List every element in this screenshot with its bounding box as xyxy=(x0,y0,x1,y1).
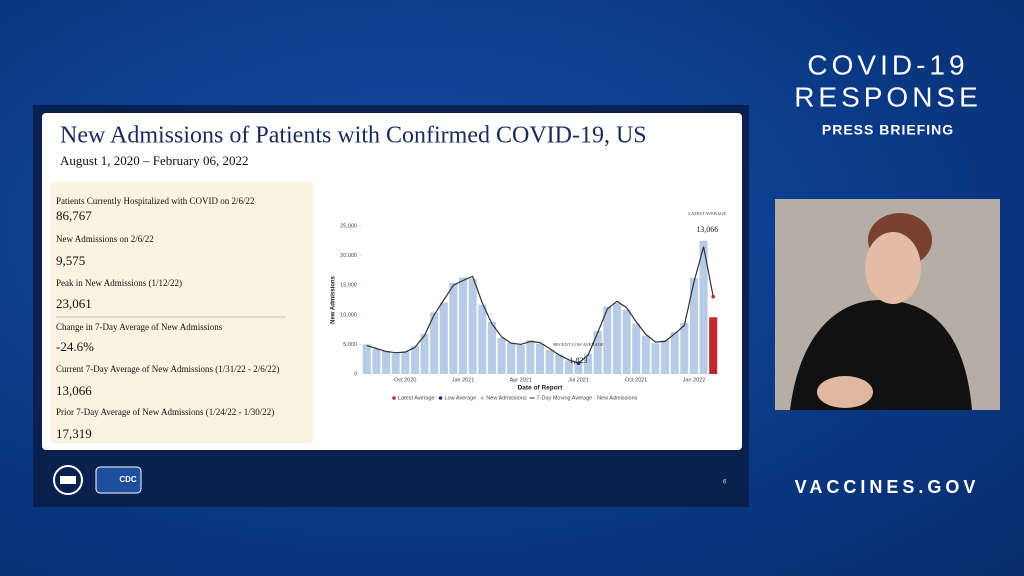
person-face xyxy=(865,232,921,304)
bar xyxy=(382,350,391,374)
bar xyxy=(430,312,439,374)
video-feed xyxy=(775,199,1000,410)
stat-label: Patients Currently Hospitalized with COV… xyxy=(56,196,254,206)
website: VACCINES.GOV xyxy=(795,477,980,497)
bar xyxy=(535,343,545,374)
stats: Patients Currently Hospitalized with COV… xyxy=(56,196,279,441)
bar xyxy=(458,277,468,374)
bar xyxy=(574,362,583,374)
bar xyxy=(680,323,689,374)
x-tick-label: Jul 2021 xyxy=(568,377,589,383)
bar xyxy=(651,343,660,374)
x-tick-label: Jan 2021 xyxy=(452,377,475,383)
cdc-text: CDC xyxy=(119,475,137,484)
bar xyxy=(497,337,506,374)
slide-subtitle: August 1, 2020 – February 06, 2022 xyxy=(60,153,249,168)
bar xyxy=(593,330,602,374)
stat-value: -24.6% xyxy=(56,339,94,354)
average-line xyxy=(366,246,714,364)
y-axis-label: New Admissions xyxy=(331,275,337,323)
value-label: 1,823 xyxy=(569,356,587,365)
bar xyxy=(401,351,410,374)
y-tick-label: 0 xyxy=(354,371,357,377)
brand-line2: RESPONSE xyxy=(794,81,982,112)
bar xyxy=(487,321,496,374)
legend-swatch xyxy=(392,396,396,400)
stat-value: 9,575 xyxy=(56,253,85,268)
legend-label: Latest Average xyxy=(398,395,435,401)
whitehouse-icon xyxy=(60,476,76,484)
x-axis-label: Date of Report xyxy=(518,385,564,392)
legend-swatch xyxy=(438,396,443,400)
stat-label: Current 7-Day Average of New Admissions … xyxy=(56,364,279,374)
stat-value: 86,767 xyxy=(56,208,92,223)
stats-panel xyxy=(50,182,313,443)
bar xyxy=(670,331,679,374)
bar xyxy=(449,282,458,374)
stat-label: New Admissions on 2/6/22 xyxy=(56,234,154,244)
bar xyxy=(420,333,429,374)
y-tick-label: 25,000 xyxy=(340,223,357,229)
bar xyxy=(468,278,477,374)
legend-label: Low Average xyxy=(445,395,477,401)
stat-label: Change in 7-Day Average of New Admission… xyxy=(56,322,223,332)
bar xyxy=(410,346,419,374)
bar xyxy=(555,354,564,374)
page-number: 6 xyxy=(723,480,727,486)
chart: 0 5,000 10,000 15,000 20,000 25,000 Oct 2020 Ja… xyxy=(331,211,727,401)
bar xyxy=(545,349,554,374)
bar xyxy=(526,340,535,374)
bar xyxy=(622,309,631,374)
x-tick-label: Oct 2020 xyxy=(394,377,416,383)
bar xyxy=(603,306,612,374)
bar xyxy=(612,302,622,374)
bar xyxy=(661,340,670,374)
brand-line3: PRESS BRIEFING xyxy=(822,122,954,138)
bar xyxy=(584,353,593,374)
bar xyxy=(641,335,650,374)
annotation: RECENT LOW AVERAGE xyxy=(553,342,604,347)
bar xyxy=(564,360,573,374)
bar xyxy=(391,353,400,374)
marker xyxy=(711,294,715,299)
y-tick-label: 5,000 xyxy=(343,342,357,348)
bar xyxy=(478,304,487,374)
slide-title: New Admissions of Patients with Confirme… xyxy=(60,123,647,149)
whitehouse-logo xyxy=(53,465,83,495)
marker xyxy=(576,361,581,366)
bar xyxy=(362,344,371,374)
stat-value: 17,319 xyxy=(56,426,92,441)
x-tick-label: Jan 2022 xyxy=(683,377,706,383)
cdc-logo xyxy=(95,466,142,494)
x-tick-label: Apr 2021 xyxy=(510,377,532,383)
legend-label: New Admissions xyxy=(486,395,527,401)
x-tick-label: Oct 2021 xyxy=(625,377,647,383)
bar xyxy=(372,349,381,374)
y-tick-label: 20,000 xyxy=(340,253,357,259)
value-label: 13,066 xyxy=(696,225,718,234)
y-tick-label: 15,000 xyxy=(340,283,357,289)
bar xyxy=(632,323,641,374)
bar xyxy=(516,344,525,374)
legend-label: 7-Day Moving Average - New Admissions xyxy=(537,395,638,401)
brand-line1: COVID-19 xyxy=(807,49,968,80)
stat-label: Peak in New Admissions (1/12/22) xyxy=(56,278,182,288)
annotation: LATEST AVERAGE xyxy=(688,211,726,216)
legend-swatch xyxy=(480,396,485,400)
stat-label: Prior 7-Day Average of New Admissions (1… xyxy=(56,407,274,417)
bar xyxy=(439,302,448,374)
stat-value: 23,061 xyxy=(56,296,92,311)
person-hand xyxy=(817,376,873,408)
bar xyxy=(507,342,516,374)
bar xyxy=(699,240,708,374)
y-tick-label: 10,000 xyxy=(340,312,357,318)
bar xyxy=(689,278,698,374)
stat-value: 13,066 xyxy=(56,383,92,398)
bar xyxy=(709,317,718,374)
